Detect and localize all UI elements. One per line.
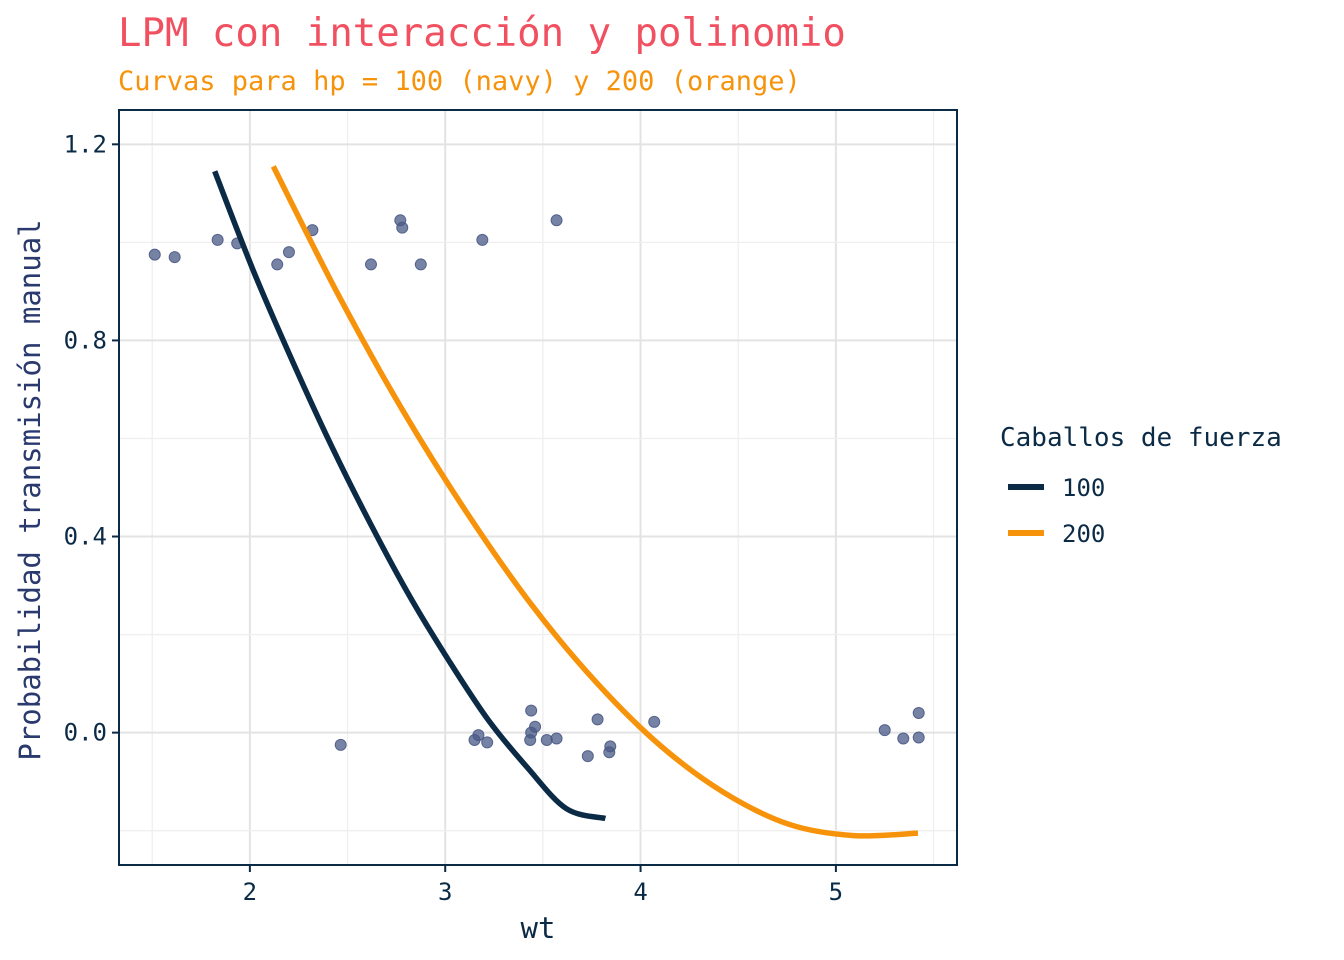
y-tick-label: 0.8 xyxy=(64,326,107,354)
data-point xyxy=(476,233,489,246)
data-point xyxy=(334,738,347,751)
data-point xyxy=(168,251,181,264)
data-point xyxy=(648,715,661,728)
y-axis-title: Probabilidad transmisión manual xyxy=(13,219,47,760)
data-point xyxy=(912,707,925,720)
data-point xyxy=(604,740,617,753)
data-point xyxy=(591,713,604,726)
series-line-200 xyxy=(270,165,919,839)
data-point xyxy=(472,729,485,742)
data-point xyxy=(282,246,295,259)
y-axis: 0.0 0.4 0.8 1.2 xyxy=(64,130,119,747)
y-tick-label: 1.2 xyxy=(64,130,107,158)
data-point xyxy=(912,731,925,744)
series-lines xyxy=(212,165,919,839)
scatter-points xyxy=(148,214,925,763)
data-point xyxy=(271,258,284,271)
data-point xyxy=(525,704,538,717)
data-point xyxy=(540,733,553,746)
data-point xyxy=(529,720,542,733)
data-point xyxy=(364,258,377,271)
data-point xyxy=(148,248,161,261)
panel-border xyxy=(118,109,958,866)
data-point xyxy=(211,233,224,246)
legend: Caballos de fuerza 100 200 xyxy=(1000,423,1282,548)
legend-title: Caballos de fuerza xyxy=(1000,423,1282,453)
legend-label-200: 200 xyxy=(1062,520,1105,548)
legend-label-100: 100 xyxy=(1062,474,1105,502)
data-point xyxy=(581,750,594,763)
data-point xyxy=(414,258,427,271)
x-axis-title: wt xyxy=(521,911,556,945)
data-point xyxy=(550,214,563,227)
y-tick-label: 0.0 xyxy=(64,719,107,747)
x-tick-label: 3 xyxy=(438,878,452,906)
grid xyxy=(119,110,957,865)
data-point xyxy=(897,732,910,745)
panel-background xyxy=(119,110,957,865)
x-axis: 2 3 4 5 xyxy=(243,865,843,906)
x-tick-label: 4 xyxy=(633,878,647,906)
data-point xyxy=(396,221,409,234)
y-tick-label: 0.4 xyxy=(64,523,107,551)
data-point xyxy=(878,724,891,737)
data-point xyxy=(550,732,563,745)
series-line-100 xyxy=(212,170,607,822)
x-tick-label: 2 xyxy=(243,878,257,906)
x-tick-label: 5 xyxy=(829,878,843,906)
chart-subtitle: Curvas para hp = 100 (navy) y 200 (orang… xyxy=(118,66,801,97)
plot-panel xyxy=(118,109,958,866)
chart-title: LPM con interacción y polinomio xyxy=(118,11,846,56)
data-point xyxy=(481,736,494,749)
